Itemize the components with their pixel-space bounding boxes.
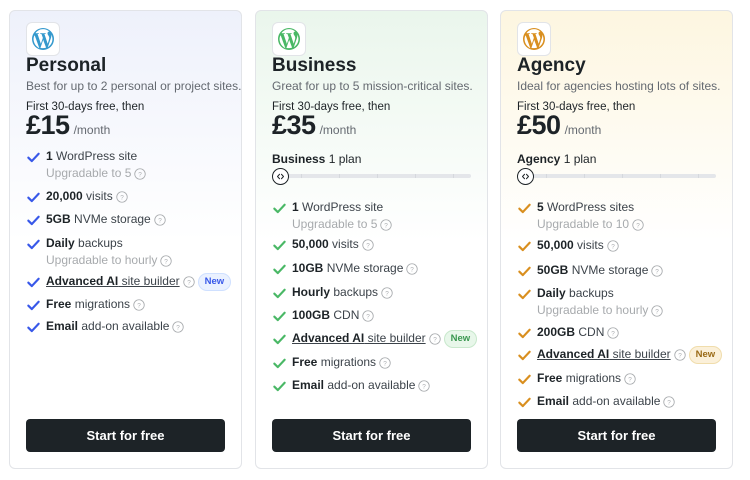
svg-text:?: ?	[385, 290, 389, 297]
svg-text:?: ?	[668, 399, 672, 406]
svg-text:?: ?	[383, 360, 387, 367]
svg-text:?: ?	[366, 242, 370, 249]
svg-text:?: ?	[678, 352, 682, 359]
svg-text:?: ?	[433, 336, 437, 343]
svg-text:?: ?	[120, 194, 124, 201]
svg-text:?: ?	[628, 376, 632, 383]
svg-text:?: ?	[187, 279, 191, 286]
svg-text:?: ?	[636, 222, 640, 229]
svg-text:?: ?	[367, 313, 371, 320]
svg-text:?: ?	[385, 222, 389, 229]
svg-text:?: ?	[177, 324, 181, 331]
svg-text:?: ?	[411, 266, 415, 273]
svg-text:?: ?	[423, 383, 427, 390]
svg-text:?: ?	[611, 243, 615, 250]
svg-text:?: ?	[165, 258, 169, 265]
svg-text:?: ?	[656, 268, 660, 275]
svg-text:?: ?	[137, 302, 141, 309]
svg-text:?: ?	[656, 308, 660, 315]
svg-text:?: ?	[612, 330, 616, 337]
svg-text:?: ?	[158, 217, 162, 224]
svg-text:?: ?	[139, 171, 143, 178]
